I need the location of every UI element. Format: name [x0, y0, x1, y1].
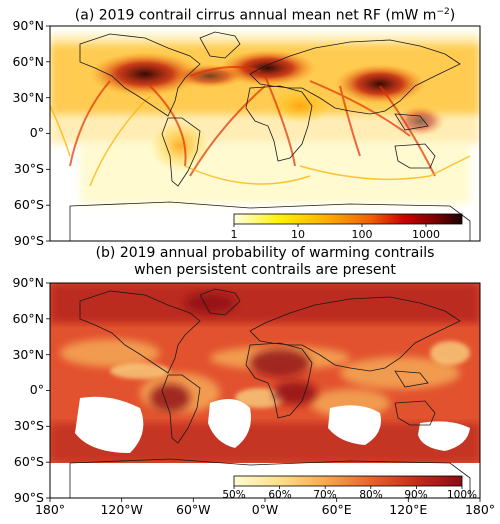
lon-label-60w: 60°W	[176, 502, 211, 517]
lat-ticks	[46, 25, 50, 499]
lat-label-b-30n: 30°N	[12, 347, 44, 362]
panel-a-title: (a) 2019 contrail cirrus annual mean net…	[74, 7, 456, 24]
lon-label-180e: 180°	[464, 502, 496, 517]
cb-a-tick-100: 100	[351, 228, 373, 241]
lat-label-a-30n: 30°N	[12, 90, 44, 105]
cb-b-tick-80: 80%	[359, 489, 383, 501]
lon-label-120e: 120°E	[389, 502, 428, 517]
lat-label-b-90n: 90°N	[12, 275, 44, 290]
lon-label-180w: 180°	[34, 502, 66, 517]
cb-b-tick-50: 50%	[222, 489, 246, 501]
panel-b-map	[50, 283, 480, 498]
lat-label-b-90s: 90°S	[13, 490, 44, 505]
lat-label-b-0: 0°	[29, 382, 44, 397]
lon-label-60e: 60°E	[321, 502, 352, 517]
lat-label-a-30s: 30°S	[13, 161, 44, 176]
cb-b-tick-70: 70%	[313, 489, 337, 501]
panel-a-map	[50, 26, 480, 241]
cb-a-tick-1: 1	[230, 228, 238, 241]
lat-label-a-60s: 60°S	[13, 197, 44, 212]
cb-b-tick-100: 100%	[446, 489, 478, 501]
cb-a-tick-10: 10	[291, 228, 305, 241]
lon-label-0w: 0°W	[251, 502, 279, 517]
lon-label-120w: 120°W	[100, 502, 143, 517]
cb-b-tick-60: 60%	[268, 489, 292, 501]
lat-label-a-0: 0°	[29, 125, 44, 140]
panel-a-colorbar	[233, 213, 463, 227]
panel-b-colorbar	[233, 475, 463, 489]
lat-label-a-90s: 90°S	[13, 233, 44, 248]
lat-label-b-30s: 30°S	[13, 418, 44, 433]
lat-label-a-60n: 60°N	[12, 54, 44, 69]
lon-ticks	[49, 498, 481, 502]
cb-a-tick-1000: 1000	[412, 228, 440, 241]
lat-label-b-60n: 60°N	[12, 311, 44, 326]
lat-label-b-60s: 60°S	[13, 454, 44, 469]
lat-label-a-90n: 90°N	[12, 18, 44, 33]
panel-b-title-line2: when persistent contrails are present	[134, 262, 396, 278]
panel-b-title-line1: (b) 2019 annual probability of warming c…	[95, 245, 435, 261]
cb-b-tick-90: 90%	[404, 489, 428, 501]
